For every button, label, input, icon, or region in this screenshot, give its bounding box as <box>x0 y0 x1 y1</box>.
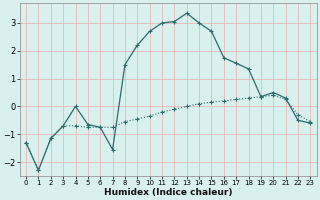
X-axis label: Humidex (Indice chaleur): Humidex (Indice chaleur) <box>104 188 232 197</box>
